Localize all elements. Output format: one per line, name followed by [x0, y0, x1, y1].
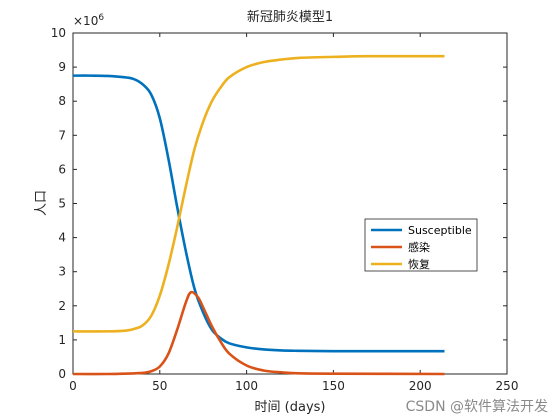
series-line-2	[72, 54, 445, 333]
svg-text:×106: ×106	[73, 13, 104, 28]
legend-box	[364, 218, 478, 272]
y-exponent-label: ×106	[73, 13, 104, 28]
x-tick-label: 0	[69, 379, 77, 393]
y-tick-label: 7	[58, 128, 66, 142]
x-axis-title: 时间 (days)	[255, 400, 326, 415]
series-lines	[72, 54, 445, 376]
y-tick-label: 5	[58, 197, 66, 211]
legend-label-2: 恢复	[408, 257, 430, 271]
y-axis-title: 人口	[34, 190, 49, 216]
y-tick-label: 10	[51, 26, 66, 40]
y-tick-label: 1	[58, 333, 66, 347]
series-line-1	[72, 290, 445, 376]
x-tick-label: 250	[496, 379, 519, 393]
y-tick-label: 3	[58, 265, 66, 279]
x-tick-label: 100	[235, 379, 258, 393]
x-tick-label: 150	[322, 379, 345, 393]
y-axis-ticks: 0 1 2 3 4 5 6 7 8 9 10	[51, 26, 507, 381]
y-tick-label: 2	[58, 299, 66, 313]
legend-label-0: Susceptible	[408, 224, 472, 237]
y-tick-label: 8	[58, 94, 66, 108]
chart-title: 新冠肺炎模型1	[247, 9, 333, 25]
x-tick-label: 200	[409, 379, 432, 393]
y-tick-label: 6	[58, 162, 66, 176]
x-axis-ticks: 0 50 100 150 200 250	[69, 33, 518, 393]
watermark: CSDN @软件算法开发	[405, 399, 548, 415]
y-tick-label: 9	[58, 60, 66, 74]
legend-label-1: 感染	[408, 240, 430, 254]
x-tick-label: 50	[152, 379, 167, 393]
plot-area-frame	[72, 32, 508, 375]
y-tick-label: 4	[58, 231, 66, 245]
y-tick-label: 0	[58, 367, 66, 381]
series-line-0	[72, 74, 445, 353]
